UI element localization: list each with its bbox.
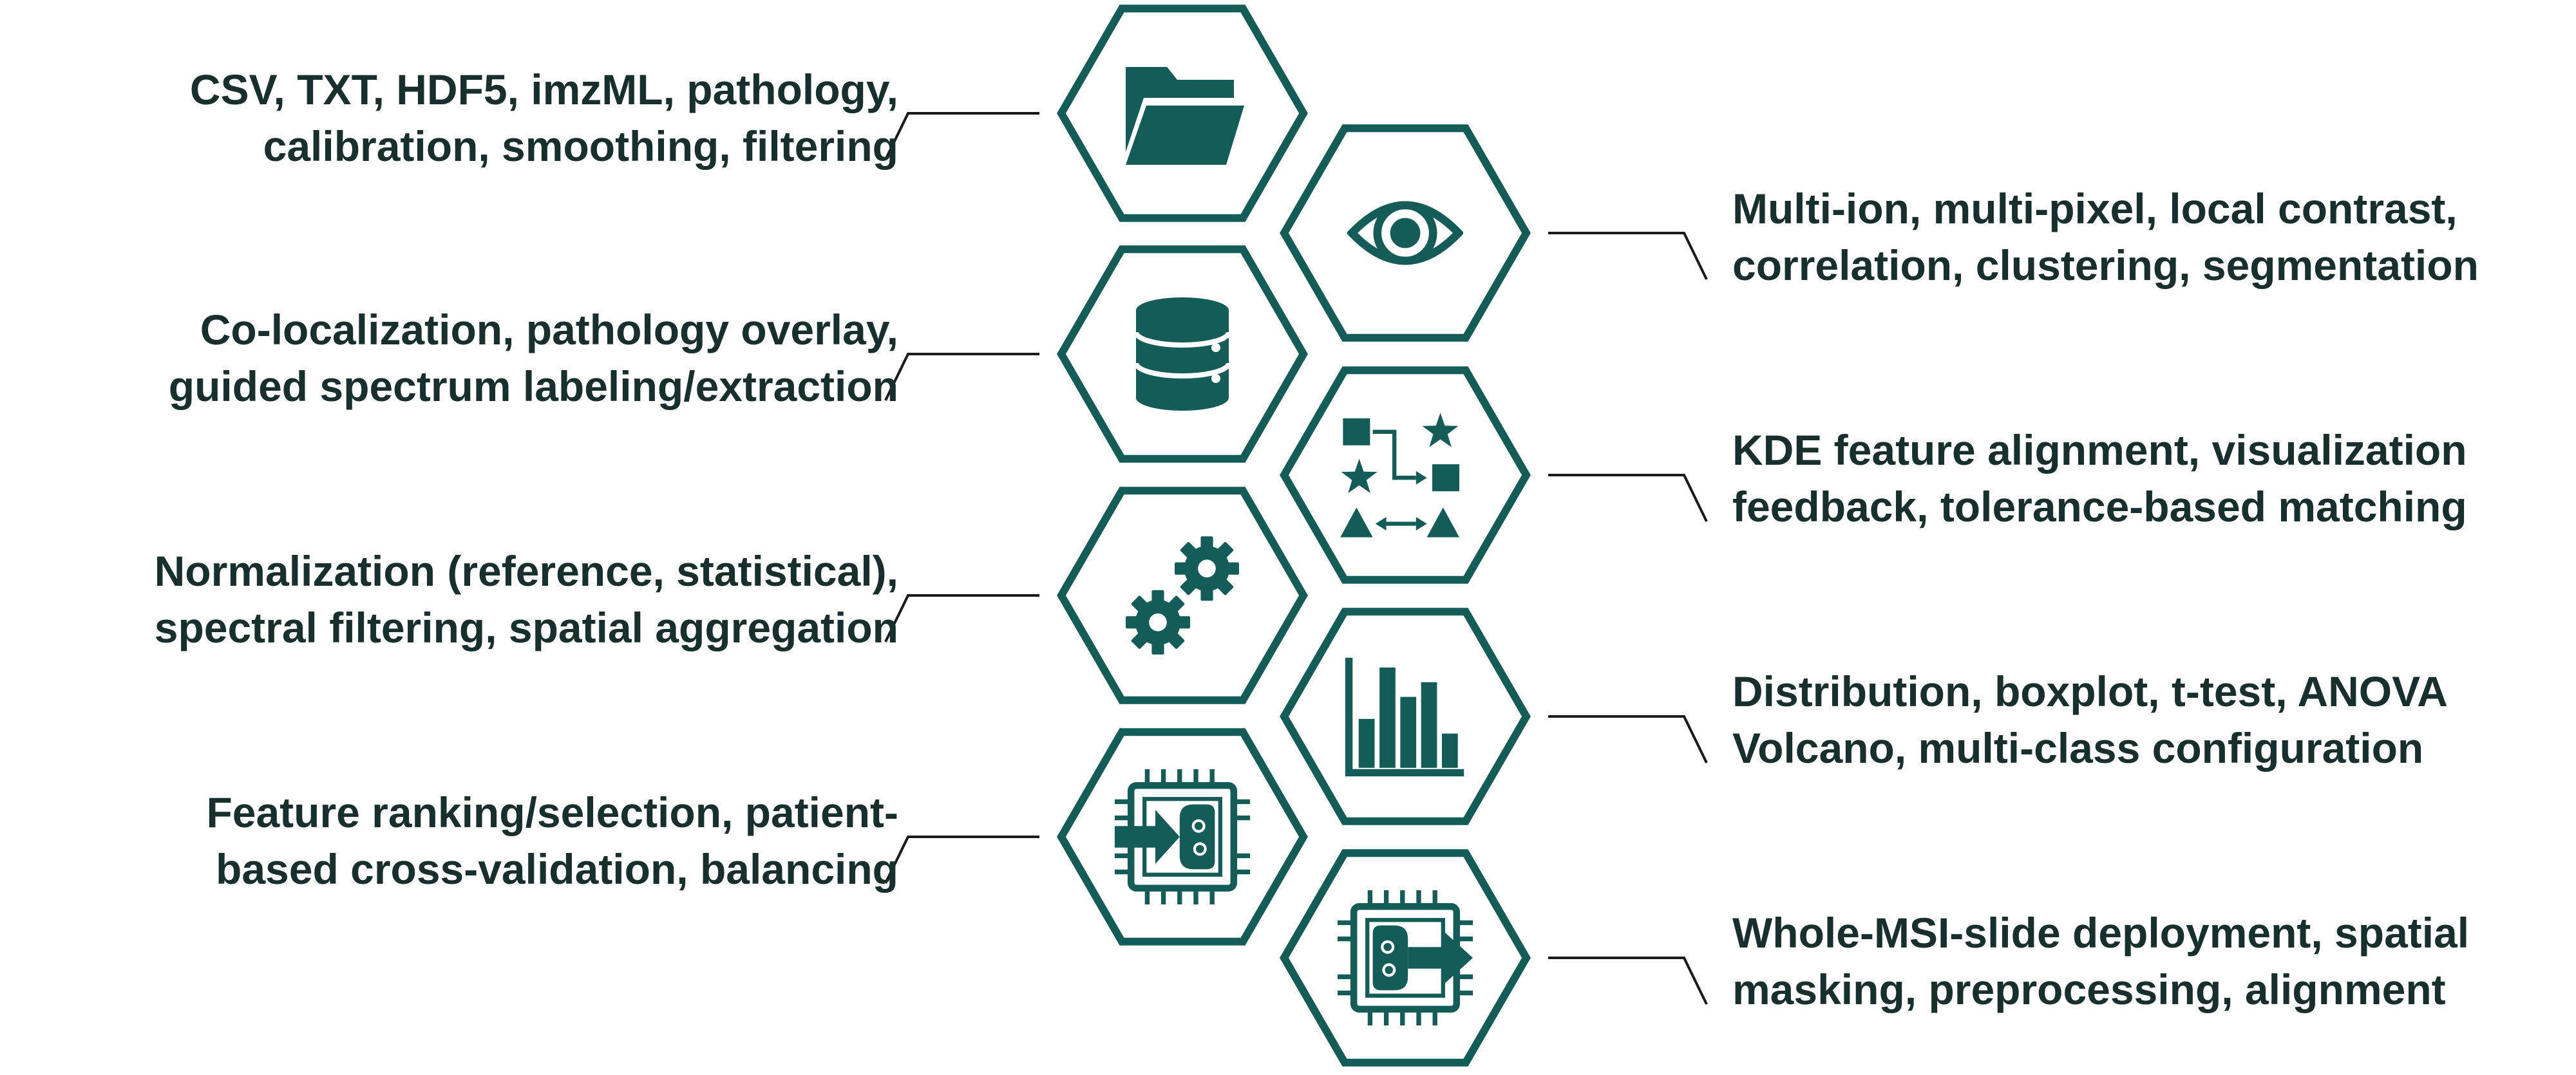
label-line: calibration, smoothing, filtering: [263, 122, 898, 170]
label-line: Distribution, boxplot, t-test, ANOVA: [1732, 668, 2448, 715]
label-line: Co-localization, pathology overlay,: [200, 306, 898, 353]
label-line: masking, preprocessing, alignment: [1732, 966, 2446, 1013]
label-line: Feature ranking/selection, patient-: [206, 789, 898, 836]
label-line: feedback, tolerance-based matching: [1732, 483, 2467, 530]
folder-icon: [1126, 67, 1244, 165]
label-line: Multi-ion, multi-pixel, local contrast,: [1732, 185, 2458, 232]
label-line: Volcano, multi-class configuration: [1732, 724, 2424, 772]
label-statistics: Distribution, boxplot, t-test, ANOVA Volc…: [1732, 663, 2448, 776]
label-line: CSV, TXT, HDF5, imzML, pathology,: [189, 66, 898, 113]
hexagon-normalization: [1057, 487, 1308, 704]
label-model-training: Feature ranking/selection, patient-based…: [35, 784, 898, 897]
connector-line-data-import: [884, 112, 1039, 160]
connector-line-model-training: [884, 836, 1039, 884]
database-icon: [1136, 297, 1229, 411]
label-line: Normalization (reference, statistical),: [154, 547, 898, 595]
label-line: spectral filtering, spatial aggregation: [154, 604, 898, 651]
label-alignment: KDE feature alignment, visualization feed…: [1732, 422, 2467, 535]
label-normalization: Normalization (reference, statistical), s…: [35, 543, 898, 656]
label-data-import: CSV, TXT, HDF5, imzML, pathology, calibra…: [35, 61, 898, 174]
label-labeling: Co-localization, pathology overlay, guide…: [35, 301, 898, 415]
label-line: Whole-MSI-slide deployment, spatial: [1732, 909, 2470, 957]
connector-line-deployment: [1548, 957, 1708, 1005]
label-deployment: Whole-MSI-slide deployment, spatial maski…: [1732, 904, 2469, 1018]
label-visualization: Multi-ion, multi-pixel, local contrast, c…: [1732, 180, 2479, 294]
connector-line-normalization: [884, 594, 1039, 642]
label-line: guided spectrum labeling/extraction: [168, 362, 898, 410]
connector-line-labeling: [884, 353, 1039, 401]
label-line: correlation, clustering, segmentation: [1732, 241, 2479, 289]
connector-line-alignment: [1548, 474, 1708, 522]
hexagon-alignment: [1280, 366, 1531, 584]
connector-line-statistics: [1548, 715, 1708, 763]
connector-line-visualization: [1548, 232, 1708, 280]
label-line: KDE feature alignment, visualization: [1732, 426, 2467, 474]
label-line: based cross-validation, balancing: [216, 845, 898, 893]
